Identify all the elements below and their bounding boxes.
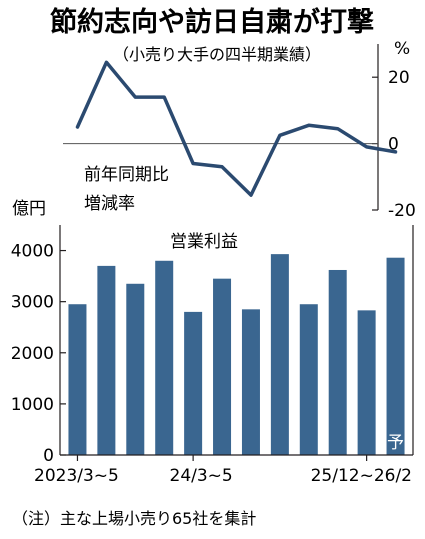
bar-x-tick-label: 24/3~5 bbox=[170, 466, 233, 486]
chart-subtitle: （小売り大手の四半期業績） bbox=[113, 45, 321, 64]
profit-bar bbox=[126, 283, 145, 455]
bar-y-axis-label: 億円 bbox=[12, 199, 46, 219]
profit-bar bbox=[270, 254, 289, 455]
bar-y-tick-label: 1000 bbox=[11, 395, 54, 415]
profit-bar bbox=[328, 269, 347, 455]
bar-y-tick-label: 3000 bbox=[11, 293, 54, 313]
profit-bar bbox=[299, 304, 318, 455]
chart-title: 節約志向や訪日自粛が打撃 bbox=[50, 6, 374, 38]
bar-x-ticks: 2023/3~5 24/3~5 25/12~26/2 bbox=[34, 455, 412, 486]
profit-bar bbox=[97, 265, 116, 455]
profit-bar bbox=[357, 310, 376, 455]
growth-rate-points bbox=[77, 62, 396, 196]
footnote: （注）主な上場小売り65社を集計 bbox=[12, 509, 256, 528]
profit-bars bbox=[68, 254, 405, 455]
line-y-tick-label: 20 bbox=[388, 68, 410, 88]
profit-bar bbox=[184, 311, 203, 455]
line-y-tick-label: 0 bbox=[388, 135, 399, 155]
bar-y-tick-label: 4000 bbox=[11, 242, 54, 262]
profit-bar bbox=[155, 260, 174, 455]
profit-bar bbox=[213, 278, 232, 455]
bar-chart-title: 営業利益 bbox=[170, 232, 238, 252]
line-series-label-2: 増減率 bbox=[84, 194, 135, 214]
bar-x-tick-label: 25/12~26/2 bbox=[311, 466, 412, 486]
line-y-ticks: 20 0 -20 bbox=[372, 68, 416, 221]
line-y-tick-label: -20 bbox=[388, 201, 416, 221]
profit-bar bbox=[68, 304, 87, 455]
bar-y-ticks: 0 1000 2000 3000 4000 bbox=[11, 242, 66, 466]
profit-bar bbox=[241, 309, 260, 455]
profit-bar bbox=[386, 257, 405, 455]
bar-x-tick-label: 2023/3~5 bbox=[34, 466, 119, 486]
bar-y-tick-label: 0 bbox=[43, 446, 54, 466]
bar-y-tick-label: 2000 bbox=[11, 344, 54, 364]
forecast-label: 予 bbox=[387, 433, 404, 453]
growth-rate-line bbox=[75, 60, 398, 197]
line-unit-label: % bbox=[394, 39, 410, 59]
line-series-label-1: 前年同期比 bbox=[84, 165, 169, 185]
